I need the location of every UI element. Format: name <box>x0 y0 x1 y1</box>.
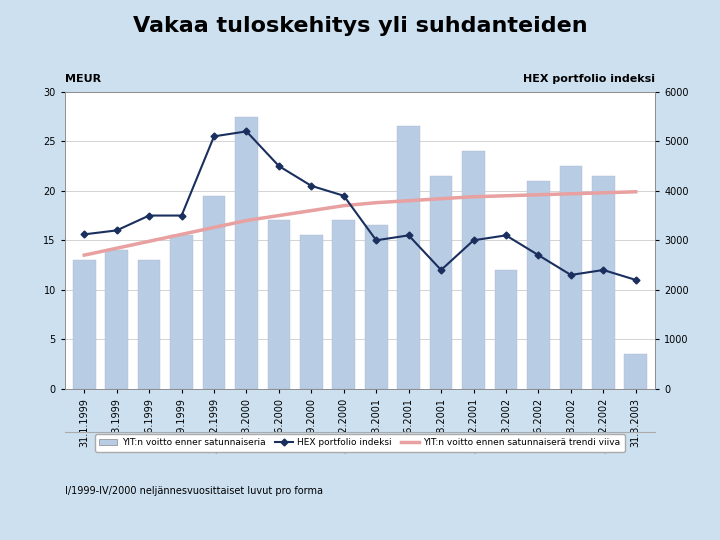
Bar <box>105 250 128 389</box>
Bar <box>333 220 355 389</box>
Bar <box>170 235 193 389</box>
Legend: YIT:n voitto enner satunnaiseria, HEX portfolio indeksi, YIT:n voitto ennen satu: YIT:n voitto enner satunnaiseria, HEX po… <box>95 434 625 452</box>
Bar <box>300 235 323 389</box>
Bar <box>235 117 258 389</box>
Bar <box>268 220 290 389</box>
Text: HEX portfolio indeksi: HEX portfolio indeksi <box>523 73 655 84</box>
Text: I/1999-IV/2000 neljännesvuosittaiset luvut pro forma: I/1999-IV/2000 neljännesvuosittaiset luv… <box>65 486 323 496</box>
Bar <box>624 354 647 389</box>
Bar <box>495 270 518 389</box>
Bar <box>138 260 161 389</box>
Text: Vakaa tuloskehitys yli suhdanteiden: Vakaa tuloskehitys yli suhdanteiden <box>132 16 588 36</box>
Bar <box>592 176 615 389</box>
Bar <box>527 181 550 389</box>
Bar <box>202 195 225 389</box>
Bar <box>559 166 582 389</box>
Bar <box>397 126 420 389</box>
Bar <box>430 176 452 389</box>
Bar <box>462 151 485 389</box>
Bar <box>365 226 387 389</box>
Text: MEUR: MEUR <box>65 73 101 84</box>
Bar <box>73 260 96 389</box>
